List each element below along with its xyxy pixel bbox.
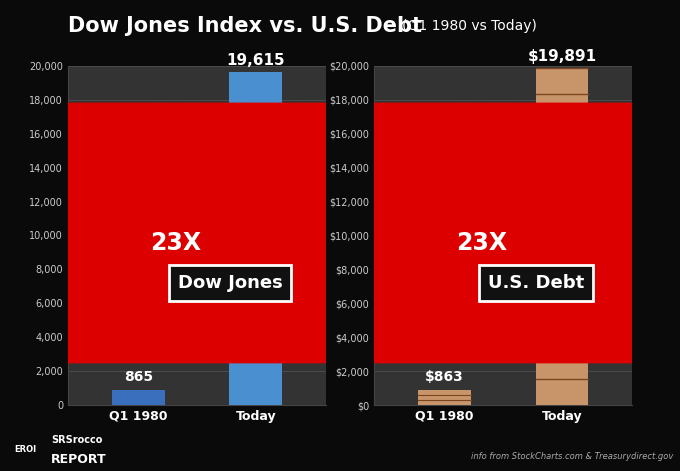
Text: REPORT: REPORT: [51, 453, 107, 466]
Bar: [229, 73, 282, 405]
Text: info from StockCharts.com & Treasurydirect.gov: info from StockCharts.com & Treasurydire…: [471, 452, 673, 462]
Text: 23X: 23X: [456, 231, 508, 255]
Text: Dow Jones: Dow Jones: [177, 274, 282, 292]
Text: Billion: Billion: [622, 219, 632, 252]
Text: 19,615: 19,615: [226, 53, 285, 68]
Text: 865: 865: [124, 371, 153, 384]
Text: $863: $863: [425, 371, 464, 384]
Text: SRSrocco: SRSrocco: [51, 435, 103, 446]
FancyArrow shape: [0, 103, 680, 363]
FancyArrow shape: [0, 103, 680, 363]
Text: Dow Jones Index vs. U.S. Debt: Dow Jones Index vs. U.S. Debt: [68, 16, 422, 36]
Text: EROI: EROI: [14, 445, 37, 455]
Text: $19,891: $19,891: [528, 49, 596, 64]
Text: U.S. Debt: U.S. Debt: [488, 274, 584, 292]
Bar: [418, 390, 471, 405]
Text: 23X: 23X: [150, 231, 202, 255]
Bar: [536, 68, 588, 405]
Bar: [112, 390, 165, 405]
Text: (Q1 1980 vs Today): (Q1 1980 vs Today): [402, 19, 537, 33]
